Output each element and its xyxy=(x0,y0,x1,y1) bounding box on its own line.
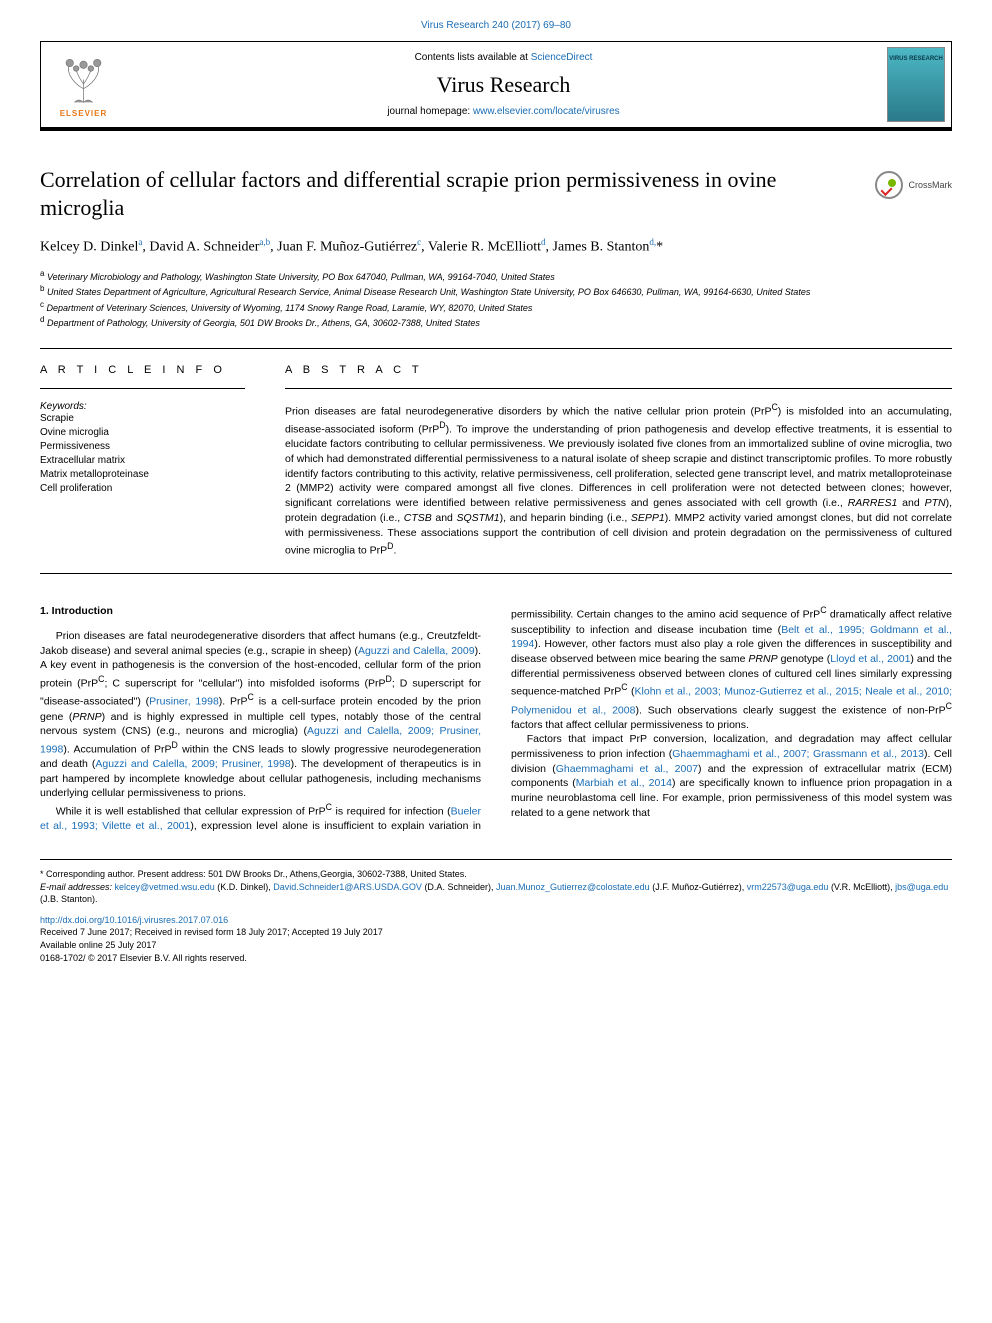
ref-link[interactable]: Aguzzi and Calella, 2009; Prusiner, 1998 xyxy=(95,758,290,770)
section-heading: 1. Introduction xyxy=(40,604,481,619)
ref-link[interactable]: Ghaemmaghami et al., 2007; Grassmann et … xyxy=(672,748,924,760)
homepage-link[interactable]: www.elsevier.com/locate/virusres xyxy=(473,106,620,117)
keyword: Extracellular matrix xyxy=(40,454,245,468)
ref-link[interactable]: Aguzzi and Calella, 2009 xyxy=(358,645,475,657)
keyword: Scrapie xyxy=(40,412,245,426)
elsevier-text: ELSEVIER xyxy=(60,109,108,118)
email-link[interactable]: David.Schneider1@ARS.USDA.GOV xyxy=(273,882,422,892)
abstract-heading: A B S T R A C T xyxy=(285,364,952,389)
copyright-line: 0168-1702/ © 2017 Elsevier B.V. All righ… xyxy=(40,952,952,965)
crossmark-badge[interactable]: CrossMark xyxy=(875,171,952,199)
affiliations: a Veterinary Microbiology and Pathology,… xyxy=(40,268,952,330)
corresponding-author: * Corresponding author. Present address:… xyxy=(40,868,952,881)
author-list: Kelcey D. Dinkela, David A. Schneidera,b… xyxy=(40,236,952,258)
article-title: Correlation of cellular factors and diff… xyxy=(40,166,855,221)
doi-link[interactable]: http://dx.doi.org/10.1016/j.virusres.201… xyxy=(40,915,228,925)
ref-link[interactable]: Belt et al., 1995; Goldmann et al., 1994 xyxy=(511,624,952,651)
homepage-line: journal homepage: www.elsevier.com/locat… xyxy=(126,106,881,117)
ref-link[interactable]: Lloyd et al., 2001 xyxy=(830,653,910,665)
ref-link[interactable]: Bueler et al., 1993; Vilette et al., 200… xyxy=(40,806,481,833)
introduction-section: 1. Introduction Prion diseases are fatal… xyxy=(40,604,952,834)
email-link[interactable]: vrm22573@uga.edu xyxy=(747,882,829,892)
keyword: Matrix metalloproteinase xyxy=(40,468,245,482)
ref-link[interactable]: Klohn et al., 2003; Munoz-Gutierrez et a… xyxy=(511,686,952,716)
ref-link[interactable]: Marbiah et al., 2014 xyxy=(576,777,672,789)
keyword: Cell proliferation xyxy=(40,482,245,496)
journal-header: ELSEVIER Contents lists available at Sci… xyxy=(40,41,952,131)
citation-link[interactable]: Virus Research 240 (2017) 69–80 xyxy=(421,20,571,31)
ref-link[interactable]: Aguzzi and Calella, 2009; Prusiner, 1998 xyxy=(40,725,481,755)
crossmark-icon xyxy=(875,171,903,199)
sciencedirect-link[interactable]: ScienceDirect xyxy=(531,52,593,63)
crossmark-label: CrossMark xyxy=(908,180,952,190)
elsevier-tree-icon xyxy=(56,52,111,107)
email-link[interactable]: jbs@uga.edu xyxy=(895,882,948,892)
header-center: Contents lists available at ScienceDirec… xyxy=(126,42,881,127)
cover-thumb: VIRUS RESEARCH xyxy=(887,47,945,122)
abstract-text: Prion diseases are fatal neurodegenerati… xyxy=(285,401,952,558)
received-line: Received 7 June 2017; Received in revise… xyxy=(40,926,952,939)
ref-link[interactable]: Ghaemmaghami et al., 2007 xyxy=(556,763,698,775)
footer: * Corresponding author. Present address:… xyxy=(40,859,952,964)
keyword: Permissiveness xyxy=(40,440,245,454)
journal-citation: Virus Research 240 (2017) 69–80 xyxy=(40,20,952,31)
email-link[interactable]: kelcey@vetmed.wsu.edu xyxy=(115,882,215,892)
journal-name: Virus Research xyxy=(126,72,881,98)
homepage-text: journal homepage: xyxy=(387,106,473,117)
ref-link[interactable]: Prusiner, 1998 xyxy=(149,696,219,708)
keywords-list: ScrapieOvine microgliaPermissivenessExtr… xyxy=(40,412,245,496)
intro-p3: Factors that impact PrP conversion, loca… xyxy=(511,732,952,820)
contents-line: Contents lists available at ScienceDirec… xyxy=(126,52,881,63)
cover-text: VIRUS RESEARCH xyxy=(889,56,943,63)
email-link[interactable]: Juan.Munoz_Gutierrez@colostate.edu xyxy=(496,882,650,892)
abstract: A B S T R A C T Prion diseases are fatal… xyxy=(260,349,952,573)
available-line: Available online 25 July 2017 xyxy=(40,939,952,952)
article-info: A R T I C L E I N F O Keywords: ScrapieO… xyxy=(40,349,260,573)
elsevier-logo: ELSEVIER xyxy=(41,42,126,127)
intro-p1: Prion diseases are fatal neurodegenerati… xyxy=(40,629,481,801)
article-info-heading: A R T I C L E I N F O xyxy=(40,364,245,389)
keywords-label: Keywords: xyxy=(40,401,245,412)
email-line: E-mail addresses: kelcey@vetmed.wsu.edu … xyxy=(40,881,952,906)
journal-cover: VIRUS RESEARCH xyxy=(881,42,951,127)
keyword: Ovine microglia xyxy=(40,426,245,440)
contents-text: Contents lists available at xyxy=(415,52,531,63)
